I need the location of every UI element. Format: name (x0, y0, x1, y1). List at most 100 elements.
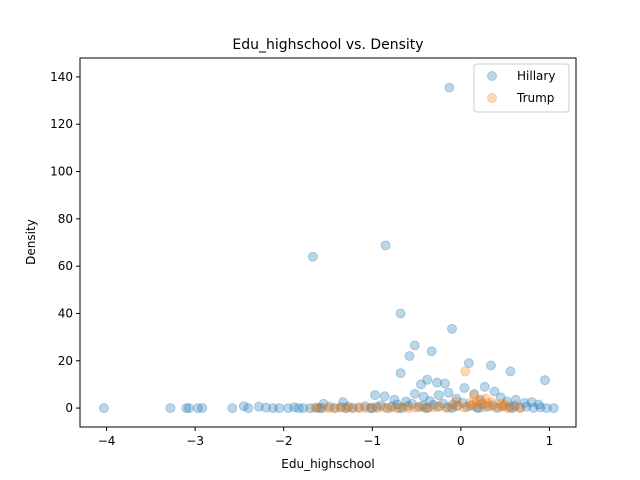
point-hillary (442, 402, 453, 413)
y-tick-label: 20 (58, 354, 73, 368)
point-hillary (507, 403, 518, 414)
point-hillary (165, 403, 176, 414)
point-trump (335, 402, 346, 413)
point-hillary (426, 346, 437, 357)
point-hillary (365, 403, 376, 414)
x-tick-label: −3 (186, 434, 204, 448)
point-hillary (526, 397, 537, 408)
point-hillary (380, 240, 391, 251)
point-hillary (318, 398, 329, 409)
y-tick-label: 140 (50, 70, 73, 84)
point-hillary (548, 403, 559, 414)
legend-label-trump: Trump (516, 91, 554, 105)
point-trump (465, 400, 476, 411)
point-hillary (418, 391, 429, 402)
point-hillary (504, 402, 515, 413)
point-hillary (298, 403, 309, 414)
point-trump (397, 402, 408, 413)
point-trump (354, 403, 364, 414)
point-trump (447, 401, 457, 412)
point-hillary (393, 403, 404, 414)
points-layer (98, 82, 559, 414)
point-hillary (392, 399, 403, 410)
point-trump (428, 402, 439, 413)
point-hillary (243, 403, 254, 414)
point-trump (459, 402, 470, 413)
point-hillary (289, 402, 300, 413)
point-hillary (413, 402, 424, 413)
point-hillary (347, 403, 358, 414)
point-hillary (416, 379, 426, 390)
point-hillary (482, 401, 493, 412)
point-trump (480, 393, 491, 404)
point-trump (475, 394, 486, 405)
point-hillary (473, 403, 484, 414)
point-hillary (501, 396, 512, 407)
point-hillary (389, 394, 400, 405)
point-hillary (477, 399, 488, 410)
point-hillary (451, 393, 462, 404)
point-trump (460, 366, 471, 377)
point-hillary (293, 403, 304, 414)
point-hillary (431, 377, 442, 388)
point-trump (315, 402, 326, 413)
point-hillary (404, 351, 415, 362)
x-tick-label: 1 (546, 434, 554, 448)
point-trump (500, 399, 511, 410)
point-hillary (283, 403, 294, 414)
point-trump (453, 400, 464, 411)
point-hillary (463, 358, 474, 369)
point-hillary (452, 401, 463, 412)
plot-frame (79, 57, 577, 428)
point-trump (478, 402, 488, 413)
point-hillary (274, 403, 285, 414)
point-hillary (395, 368, 406, 379)
legend-marker-hillary (487, 71, 497, 81)
point-hillary (227, 403, 238, 414)
point-hillary (423, 402, 434, 413)
y-tick-label: 40 (58, 306, 73, 320)
point-trump (385, 403, 395, 414)
y-tick-label: 80 (58, 212, 73, 226)
point-trump (495, 398, 506, 409)
point-trump (451, 396, 462, 407)
point-trump (502, 403, 513, 414)
chart-title: Edu_highschool vs. Density (232, 37, 423, 53)
point-hillary (98, 403, 109, 414)
point-trump (464, 397, 475, 408)
point-trump (496, 401, 507, 412)
point-hillary (469, 388, 480, 399)
point-hillary (489, 386, 500, 397)
point-hillary (316, 403, 327, 414)
point-trump (422, 403, 433, 414)
y-tick-label: 120 (50, 117, 73, 131)
point-hillary (183, 403, 194, 414)
point-hillary (535, 402, 546, 413)
point-hillary (354, 402, 364, 413)
point-hillary (417, 400, 428, 411)
point-hillary (395, 308, 406, 319)
point-hillary (261, 402, 271, 413)
point-trump (471, 396, 482, 407)
point-hillary (338, 397, 349, 408)
point-trump (372, 403, 383, 414)
point-hillary (305, 403, 316, 414)
y-tick-label: 100 (50, 165, 73, 179)
x-tick-label: −4 (98, 434, 116, 448)
point-hillary (307, 251, 318, 262)
point-hillary (420, 403, 431, 414)
point-hillary (367, 403, 378, 414)
point-hillary (462, 401, 473, 412)
point-hillary (400, 396, 411, 407)
point-hillary (495, 392, 506, 403)
point-trump (434, 401, 445, 412)
point-trump (490, 402, 501, 413)
legend-frame (473, 63, 570, 113)
point-hillary (433, 390, 444, 401)
point-hillary (432, 401, 443, 412)
point-hillary (428, 399, 439, 410)
point-hillary (397, 403, 408, 414)
point-hillary (376, 400, 387, 411)
point-hillary (510, 394, 521, 405)
point-trump (440, 402, 451, 413)
